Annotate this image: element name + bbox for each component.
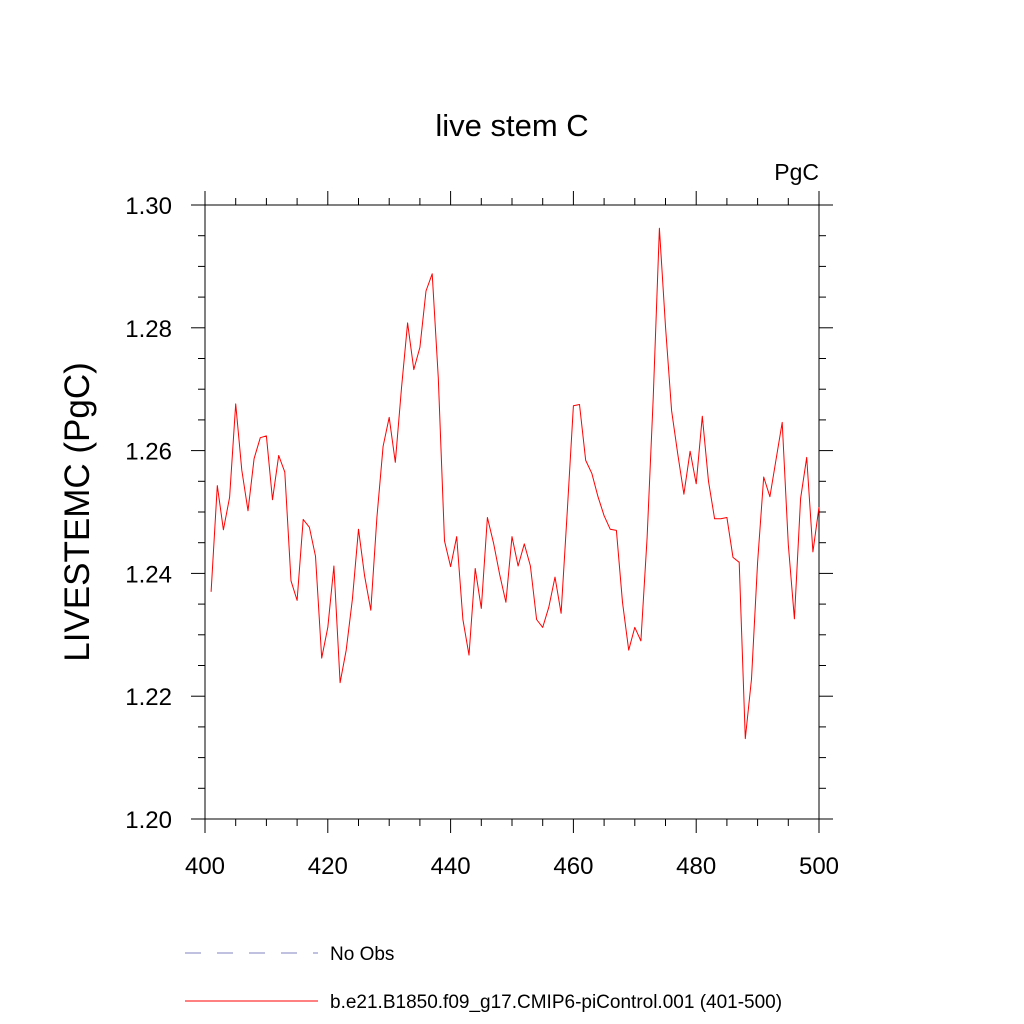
series-lines [210,227,820,740]
y-tick-label: 1.20 [125,807,172,834]
series-line-model [210,227,820,740]
x-tick-label: 480 [676,853,716,880]
y-axis-label: LIVESTEMC (PgC) [58,362,97,662]
legend-label-model: b.e21.B1850.f09_g17.CMIP6-piControl.001 … [330,992,782,1013]
units-label: PgC [774,159,819,185]
y-tick-label: 1.30 [125,193,172,220]
tick-labels: 400 420 440 460 480 500 1.20 1.22 1.24 1.26 1.28 1.… [125,193,839,880]
legend-label-no-obs: No Obs [330,944,394,965]
x-tick-label: 440 [431,853,471,880]
x-tick-label: 460 [553,853,593,880]
legend: No Obs b.e21.B1850.f09_g17.CMIP6-piContr… [185,944,782,1013]
axis-ticks [191,191,833,833]
y-tick-label: 1.26 [125,439,172,466]
y-tick-label: 1.28 [125,316,172,343]
y-tick-label: 1.22 [125,684,172,711]
x-tick-label: 420 [308,853,348,880]
y-tick-label: 1.24 [125,561,172,588]
x-tick-label: 400 [185,853,225,880]
chart-title: live stem C [435,108,588,143]
x-tick-label: 500 [799,853,839,880]
plot-frame [204,204,820,820]
